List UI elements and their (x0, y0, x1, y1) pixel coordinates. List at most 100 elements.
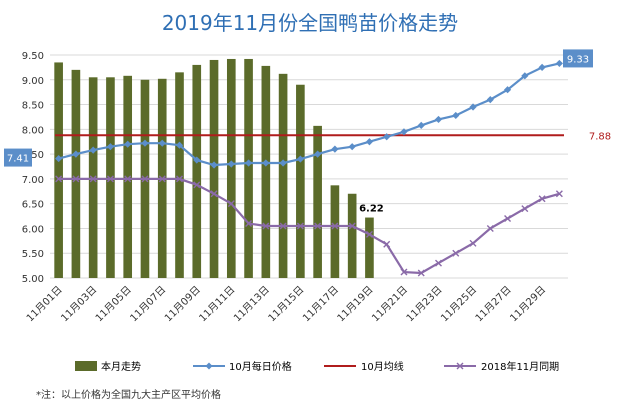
point (124, 175, 132, 183)
point (434, 115, 443, 124)
legend-item-2018-nov: 2018年11月同期 (444, 360, 559, 373)
point-stroke (227, 200, 235, 208)
bar (278, 73, 288, 278)
point (72, 175, 80, 183)
point-stroke (158, 175, 166, 183)
point (227, 200, 235, 208)
point-stroke (331, 222, 339, 230)
bar (54, 62, 63, 278)
point (244, 159, 253, 167)
bar (244, 58, 253, 278)
point-stroke (348, 222, 356, 230)
bar (347, 193, 357, 278)
legend-label: 2018年11月同期 (481, 360, 559, 373)
x-tick-label: 11月17日 (300, 284, 341, 325)
point (521, 205, 529, 213)
bar (296, 84, 305, 278)
x-tick-label: 11月07日 (128, 284, 169, 325)
point (175, 141, 184, 149)
bar (313, 125, 322, 278)
point (469, 239, 477, 247)
point-stroke (400, 268, 408, 276)
bar (106, 77, 115, 278)
point (106, 143, 115, 151)
point-stroke (435, 259, 442, 267)
x-tick-label: 11月21日 (369, 284, 410, 325)
x-tick-label: 11月13日 (231, 284, 272, 325)
point-stroke (469, 239, 477, 247)
point (262, 159, 270, 167)
point (124, 140, 132, 148)
point (331, 145, 339, 153)
y-tick-label: 7.50 (22, 150, 44, 161)
point (193, 156, 201, 164)
legend-marker (205, 362, 213, 370)
point-stroke (296, 222, 304, 230)
point-stroke (176, 175, 183, 183)
bar (71, 69, 81, 278)
point (555, 190, 563, 198)
point (89, 146, 97, 154)
x-tick-label: 11月29日 (508, 284, 549, 325)
y-tick-label: 5.00 (22, 274, 44, 285)
bar (209, 59, 219, 279)
point (538, 63, 546, 71)
point (348, 143, 356, 151)
point (296, 222, 304, 230)
point (538, 195, 546, 203)
point (452, 111, 460, 120)
point-stroke (365, 230, 373, 238)
legend-label: 10月每日价格 (229, 360, 292, 373)
point (417, 269, 425, 277)
point (158, 175, 166, 183)
legend-swatch (75, 361, 97, 371)
point (245, 219, 253, 227)
y-tick-label: 8.50 (22, 101, 44, 112)
point (331, 222, 339, 230)
point (469, 103, 477, 111)
point (365, 230, 373, 238)
annotations: 7.41 9.33 7.88 6.22 (4, 49, 611, 215)
chart-title: 2019年11月份全国鸭苗价格走势 (162, 11, 458, 35)
line-series (55, 59, 564, 277)
point (383, 240, 391, 248)
point-stroke (555, 190, 563, 198)
point (176, 175, 183, 183)
y-tick-label: 7.00 (22, 175, 44, 186)
point (435, 259, 442, 267)
point (521, 72, 529, 80)
point (262, 222, 270, 230)
start-value-box (4, 148, 32, 167)
point (503, 86, 512, 94)
x-tick-label: 11月15日 (266, 284, 307, 325)
bar (330, 185, 340, 278)
line-oct-daily (58, 62, 560, 167)
bar (261, 65, 271, 278)
x-tick-label: 11月11日 (197, 284, 238, 325)
x-axis-ticks: 11月01日11月03日11月05日11月07日11月09日11月11日11月1… (24, 284, 548, 325)
point-stroke (210, 190, 218, 198)
point-stroke (521, 205, 529, 213)
y-tick-label: 8.00 (22, 125, 44, 136)
bar (175, 72, 184, 278)
point-stroke (417, 269, 425, 277)
point (486, 96, 494, 104)
point-stroke (106, 175, 114, 183)
point-stroke (452, 249, 460, 257)
point-stroke (55, 175, 63, 183)
y-tick-label: 5.50 (22, 249, 44, 260)
start-value-label: 7.41 (7, 154, 29, 165)
point-stroke (279, 222, 287, 230)
legend-label: 本月走势 (101, 360, 141, 373)
bar (365, 217, 374, 278)
bar (192, 64, 202, 279)
x-tick-label: 11月23日 (404, 284, 445, 325)
x-tick-label: 11月01日 (24, 284, 65, 325)
point-stroke (141, 175, 149, 183)
y-tick-label: 6.50 (22, 200, 44, 211)
point-stroke (72, 175, 80, 183)
x-tick-label: 11月25日 (439, 284, 480, 325)
bar (88, 77, 98, 278)
